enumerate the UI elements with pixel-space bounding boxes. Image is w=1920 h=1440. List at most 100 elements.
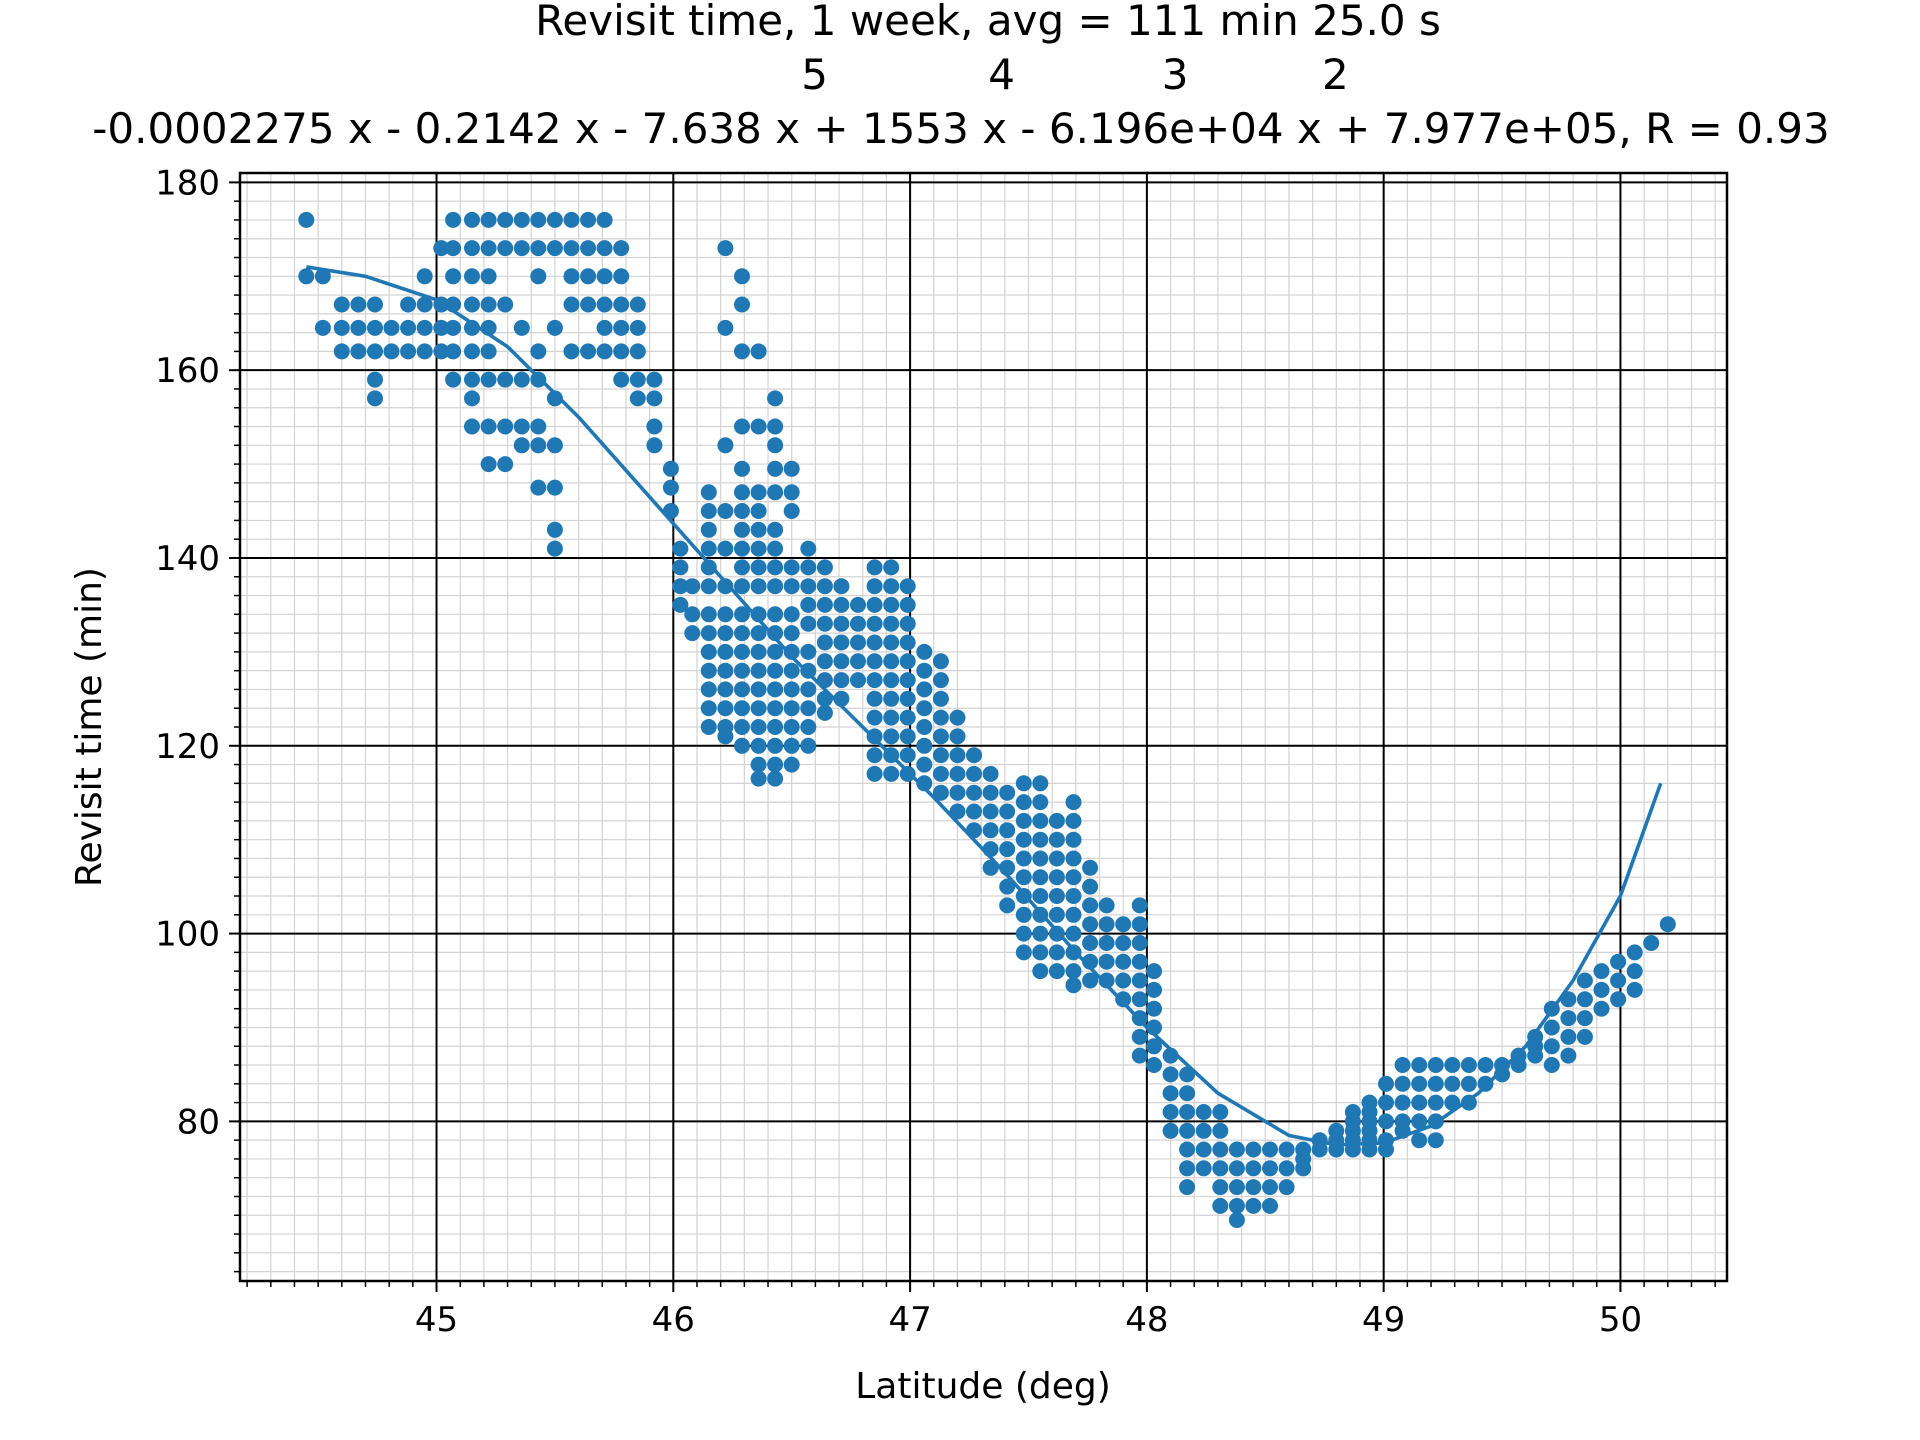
data-point	[717, 540, 734, 557]
data-point	[1344, 1141, 1361, 1158]
y-tick-label: 160	[155, 351, 220, 391]
data-point	[949, 728, 966, 745]
data-point	[883, 690, 900, 707]
x-tick-label: 48	[1125, 1300, 1168, 1340]
data-point	[949, 709, 966, 726]
data-point	[464, 371, 480, 388]
data-point	[1162, 1066, 1179, 1083]
data-point	[563, 268, 580, 285]
data-point	[1048, 869, 1065, 886]
data-point	[1082, 859, 1099, 876]
data-point	[1311, 1141, 1328, 1158]
data-point	[1179, 1141, 1196, 1158]
data-point	[383, 343, 400, 360]
data-point	[734, 521, 750, 538]
data-point	[949, 784, 966, 801]
data-point	[1082, 953, 1099, 970]
data-point	[530, 268, 547, 285]
data-point	[298, 268, 315, 285]
data-point	[899, 596, 916, 613]
data-point	[684, 606, 701, 623]
data-point	[899, 765, 916, 782]
data-point	[1065, 850, 1082, 867]
data-point	[1015, 925, 1032, 942]
data-point	[1146, 1019, 1162, 1036]
data-point	[1543, 1038, 1560, 1055]
data-point	[646, 371, 663, 388]
y-axis-label: Revisit time (min)	[69, 567, 110, 887]
data-point	[750, 681, 767, 698]
data-point	[916, 719, 933, 735]
data-point	[999, 841, 1016, 858]
data-point	[767, 770, 784, 787]
data-point	[1162, 1122, 1179, 1139]
data-point	[949, 765, 966, 782]
data-point	[1527, 1047, 1544, 1064]
data-point	[1098, 935, 1115, 951]
data-point	[932, 765, 949, 782]
data-point	[497, 418, 514, 435]
data-point	[816, 634, 833, 651]
fit-curve	[306, 265, 1663, 1147]
data-point	[497, 456, 514, 473]
data-point	[513, 371, 530, 388]
data-point	[1543, 1000, 1560, 1017]
data-point	[1228, 1179, 1245, 1196]
data-point	[480, 418, 497, 435]
data-point	[966, 803, 982, 820]
x-axis-label: Latitude (deg)	[855, 1366, 1111, 1407]
data-point	[513, 319, 530, 336]
data-point	[546, 211, 563, 228]
data-point	[1593, 981, 1610, 998]
data-point	[734, 737, 750, 754]
data-point	[767, 559, 784, 576]
data-point	[717, 606, 734, 623]
data-point	[899, 615, 916, 632]
data-point	[1378, 1075, 1394, 1092]
data-point	[433, 240, 450, 257]
data-point	[966, 747, 982, 764]
data-point	[717, 240, 734, 257]
data-point	[1048, 888, 1065, 904]
data-point	[800, 700, 817, 717]
data-point	[767, 540, 784, 557]
data-point	[767, 606, 784, 623]
data-point	[1477, 1057, 1494, 1073]
data-point	[866, 596, 883, 613]
data-point	[916, 643, 933, 660]
data-point	[700, 503, 717, 519]
data-point	[816, 653, 833, 670]
data-point	[750, 770, 767, 787]
chart-title: Revisit time, 1 week, avg = 111 min 25.0…	[535, 0, 1441, 45]
data-point	[1262, 1179, 1278, 1196]
data-point	[596, 343, 613, 360]
data-point	[1228, 1212, 1245, 1228]
y-tick-label: 180	[155, 163, 220, 203]
data-point	[850, 672, 866, 689]
data-point	[1576, 972, 1593, 989]
data-point	[513, 437, 530, 454]
data-point	[400, 296, 417, 313]
data-point	[1048, 944, 1065, 961]
data-point	[1610, 991, 1627, 1008]
data-point	[1115, 972, 1132, 989]
x-tick-label: 49	[1362, 1300, 1405, 1340]
data-point	[464, 319, 480, 336]
data-point	[546, 319, 563, 336]
data-point	[497, 211, 514, 228]
data-point	[480, 319, 497, 336]
data-point	[1065, 869, 1082, 886]
data-point	[1146, 963, 1162, 980]
data-point	[783, 484, 800, 501]
data-point	[445, 319, 462, 336]
data-point	[816, 615, 833, 632]
data-point	[1048, 850, 1065, 867]
data-point	[464, 390, 480, 407]
data-point	[580, 240, 597, 257]
data-point	[750, 625, 767, 642]
data-point	[1411, 1094, 1428, 1111]
data-point	[1065, 812, 1082, 829]
data-point	[750, 521, 767, 538]
data-point	[1378, 1113, 1394, 1130]
